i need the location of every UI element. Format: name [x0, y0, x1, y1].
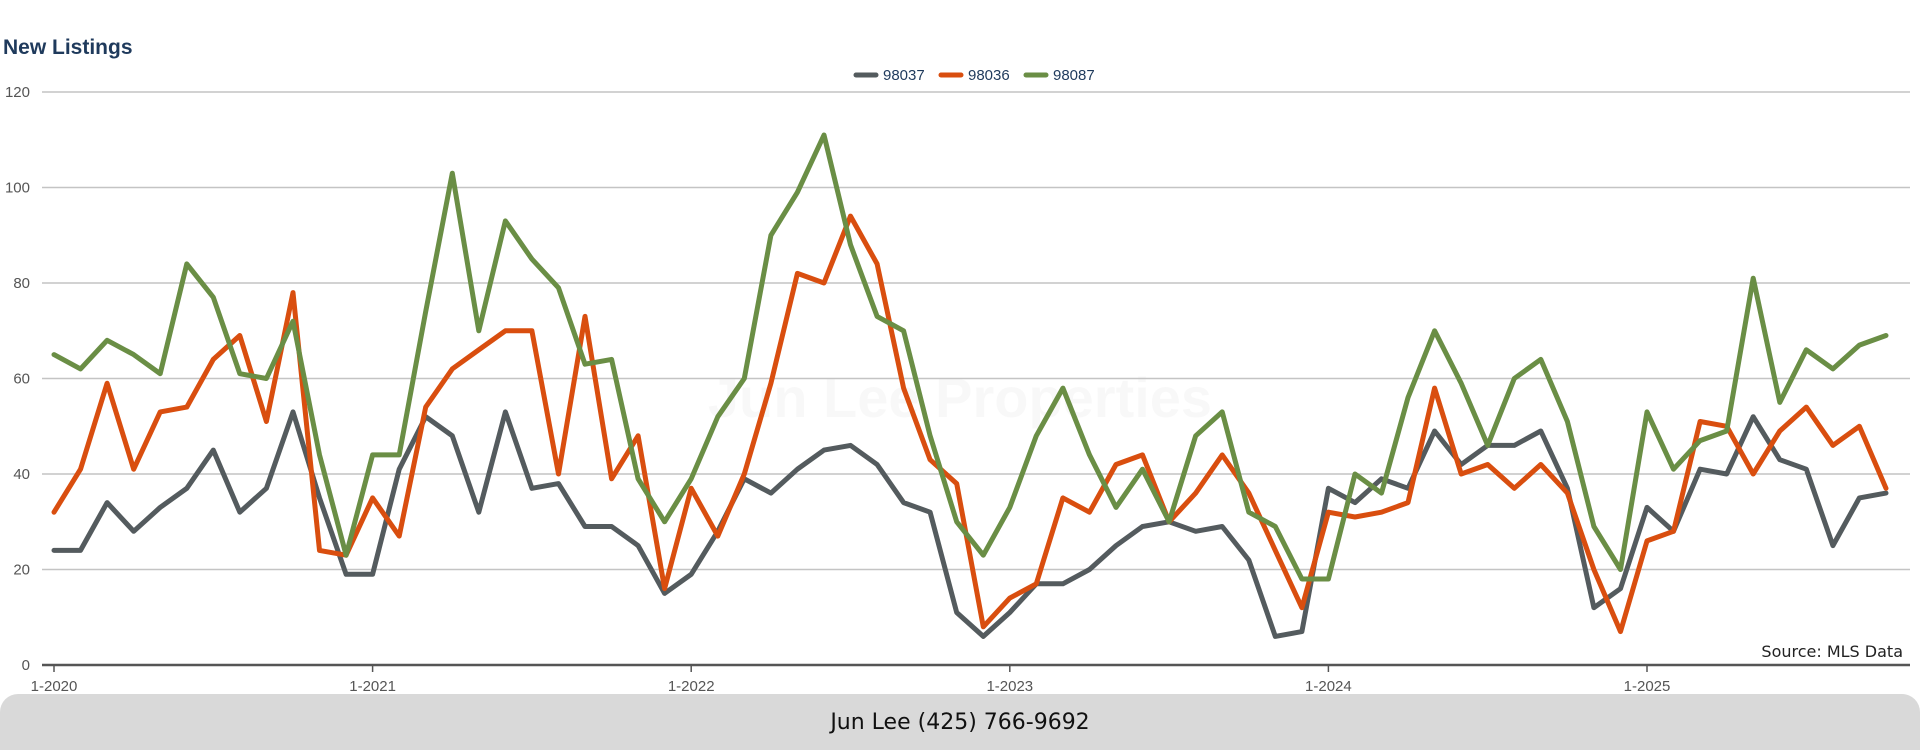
x-tick-label: 1-2020 — [31, 678, 78, 694]
x-tick-label: 1-2025 — [1624, 678, 1671, 694]
x-tick-label: 1-2022 — [668, 678, 715, 694]
contact-info: Jun Lee (425) 766-9692 — [830, 709, 1090, 735]
chart-title: New Listings — [3, 36, 133, 59]
x-tick-label: 1-2021 — [349, 678, 396, 694]
y-tick-label: 100 — [5, 180, 30, 197]
legend-label-98036: 98036 — [968, 67, 1010, 84]
legend-label-98087: 98087 — [1053, 67, 1095, 84]
series-line-98037 — [51, 409, 1889, 639]
x-tick-label: 1-2023 — [986, 678, 1033, 694]
footer-bar: Jun Lee (425) 766-9692 — [0, 694, 1920, 750]
y-tick-label: 0 — [22, 657, 30, 674]
series-line-98036 — [51, 213, 1889, 635]
series-line-98087 — [51, 132, 1889, 582]
legend-label-98037: 98037 — [883, 67, 925, 84]
line-chart: 0 20 40 60 80 100 120 1-2020 1-2021 1-2022 1-2023 1… — [5, 67, 1910, 694]
axis-layer: 0 20 40 60 80 100 120 1-2020 1-2021 1-2022 1-2023 1… — [5, 84, 1910, 694]
grid-layer — [42, 91, 1910, 571]
source-note: Source: MLS Data — [1761, 642, 1903, 661]
y-tick-label: 40 — [13, 466, 30, 483]
y-tick-label: 20 — [13, 562, 30, 579]
series-layer — [51, 132, 1889, 639]
x-tick-label: 1-2024 — [1305, 678, 1352, 694]
y-tick-label: 80 — [13, 275, 30, 292]
legend: 98037 98036 98087 — [853, 67, 1095, 84]
y-tick-label: 120 — [5, 84, 30, 101]
y-tick-label: 60 — [13, 371, 30, 388]
